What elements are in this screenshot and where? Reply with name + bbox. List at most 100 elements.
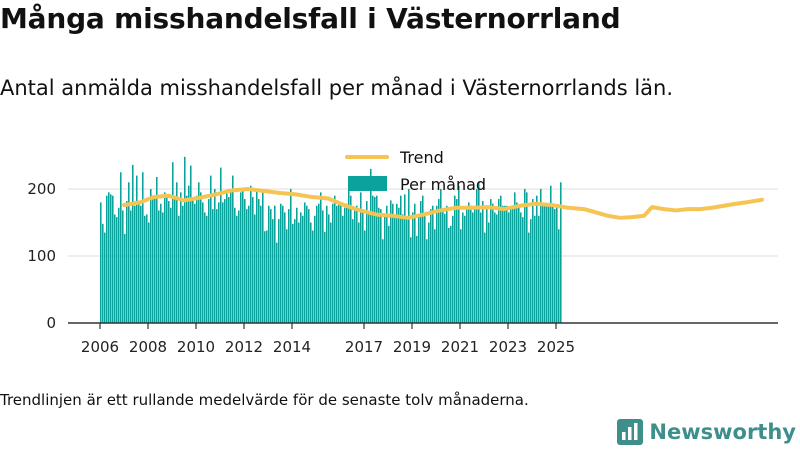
bar: [336, 205, 338, 323]
bar: [198, 182, 200, 323]
bar: [122, 210, 124, 323]
bar: [384, 215, 386, 323]
bar: [394, 214, 396, 323]
bar: [492, 203, 494, 323]
bar: [264, 231, 266, 323]
bar: [418, 215, 420, 323]
bar: [368, 212, 370, 323]
bar: [358, 222, 360, 323]
bar: [202, 202, 204, 323]
bar: [524, 189, 526, 323]
bar: [470, 205, 472, 323]
bar: [406, 219, 408, 323]
bar: [474, 205, 476, 323]
bar: [244, 199, 246, 323]
bar: [448, 227, 450, 323]
bar: [558, 229, 560, 323]
bar: [116, 217, 118, 323]
bar: [404, 194, 406, 323]
bar: [414, 203, 416, 323]
y-tick-label: 0: [46, 314, 56, 332]
x-tick-label: 2023: [489, 338, 527, 356]
bar: [346, 203, 348, 323]
bar: [468, 202, 470, 323]
bar: [196, 195, 198, 323]
bar: [472, 212, 474, 323]
bar: [510, 209, 512, 323]
legend-bars-swatch: [348, 176, 387, 191]
bar: [144, 215, 146, 323]
bar: [254, 214, 256, 323]
bar: [374, 197, 376, 323]
bar: [408, 189, 410, 323]
bar: [546, 205, 548, 323]
bar: [154, 195, 156, 323]
bar: [442, 209, 444, 323]
bar: [444, 213, 446, 323]
bar: [114, 214, 116, 323]
bar: [162, 212, 164, 323]
bar: [186, 195, 188, 323]
x-tick-label: 2012: [225, 338, 263, 356]
x-tick-label: 2025: [537, 338, 575, 356]
bar: [466, 209, 468, 323]
bar: [124, 233, 126, 323]
bar: [382, 239, 384, 323]
bar: [110, 194, 112, 323]
bar: [182, 205, 184, 323]
bar: [326, 205, 328, 323]
bar: [294, 219, 296, 323]
bar: [300, 212, 302, 323]
bar: [338, 203, 340, 323]
bar: [462, 212, 464, 323]
bar: [528, 232, 530, 323]
bar: [128, 182, 130, 323]
bar: [138, 201, 140, 323]
bar: [318, 203, 320, 323]
bar: [232, 175, 234, 323]
bar: [102, 223, 104, 323]
bar: [278, 219, 280, 323]
bar-chart-logo-icon: [617, 419, 644, 445]
bar: [348, 189, 350, 323]
bar: [240, 192, 242, 323]
bar: [490, 199, 492, 323]
bar: [306, 205, 308, 323]
bar: [214, 189, 216, 323]
bar: [104, 232, 106, 323]
bar: [170, 207, 172, 323]
bar: [390, 200, 392, 323]
bar: [560, 182, 562, 323]
y-tick-label: 200: [27, 180, 56, 198]
bar: [204, 212, 206, 323]
bar: [200, 192, 202, 323]
bar: [460, 229, 462, 323]
bar: [178, 215, 180, 323]
bar: [410, 237, 412, 323]
bar: [378, 207, 380, 323]
bar: [434, 229, 436, 323]
bar: [480, 212, 482, 323]
bar: [392, 203, 394, 323]
x-tick-label: 2006: [81, 338, 119, 356]
bar: [296, 207, 298, 323]
bar: [212, 209, 214, 323]
bar: [330, 222, 332, 323]
chart: 0 100 200 2006 2008 2010 2012 2014 2017 2019 2021…: [27, 148, 778, 356]
bar: [464, 215, 466, 323]
bar: [164, 192, 166, 323]
bar: [230, 189, 232, 323]
bar: [160, 203, 162, 323]
bar: [420, 201, 422, 323]
x-tick-label: 2010: [177, 338, 215, 356]
bar: [350, 195, 352, 323]
bar: [312, 230, 314, 323]
bar: [360, 192, 362, 323]
bar: [168, 201, 170, 323]
x-tick-label: 2014: [273, 338, 311, 356]
bar: [190, 165, 192, 323]
bar: [380, 209, 382, 323]
bar: [238, 210, 240, 323]
bar: [498, 199, 500, 323]
bar: [484, 232, 486, 323]
